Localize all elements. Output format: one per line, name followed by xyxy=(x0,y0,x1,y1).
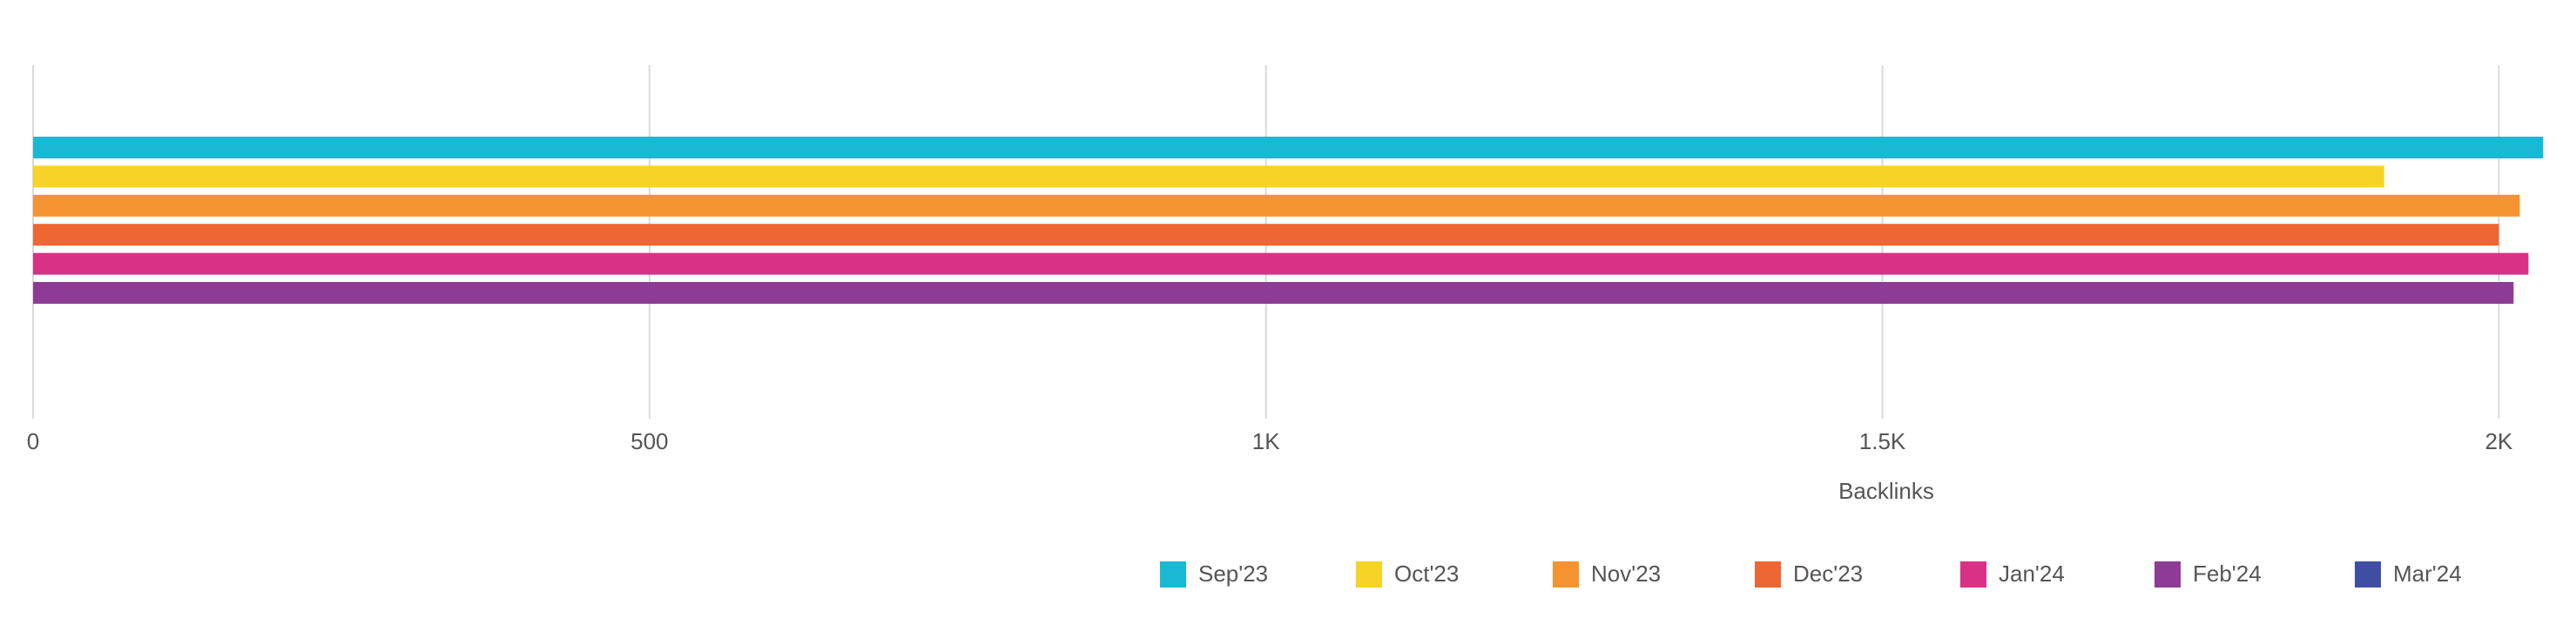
legend-label: Dec'23 xyxy=(1793,561,1863,587)
bar xyxy=(33,137,2544,158)
x-tick-label: 1K xyxy=(1252,428,1280,454)
x-tick-label: 1.5K xyxy=(1859,428,1906,454)
legend-label: Oct'23 xyxy=(1394,561,1459,587)
legend-label: Nov'23 xyxy=(1591,561,1661,587)
bar xyxy=(33,282,2514,304)
legend-swatch xyxy=(1356,561,1382,588)
bar xyxy=(33,224,2499,246)
legend-label: Jan'24 xyxy=(1999,561,2065,587)
legend-swatch xyxy=(2155,561,2181,588)
bar xyxy=(33,252,2529,275)
legend-label: Mar'24 xyxy=(2393,561,2462,587)
legend-swatch xyxy=(1160,561,1186,588)
x-tick-label: 2K xyxy=(2485,428,2512,454)
x-axis-label: Backlinks xyxy=(1838,478,1934,504)
legend-swatch xyxy=(2355,561,2381,588)
legend-swatch xyxy=(1960,561,1986,588)
bar xyxy=(33,165,2384,188)
x-tick-label: 500 xyxy=(631,428,668,454)
x-tick-label: 0 xyxy=(27,428,39,454)
legend-swatch xyxy=(1755,561,1781,588)
legend-swatch xyxy=(1553,561,1579,588)
bar xyxy=(33,194,2520,217)
legend-label: Feb'24 xyxy=(2193,561,2262,587)
legend-label: Sep'23 xyxy=(1198,561,1268,587)
